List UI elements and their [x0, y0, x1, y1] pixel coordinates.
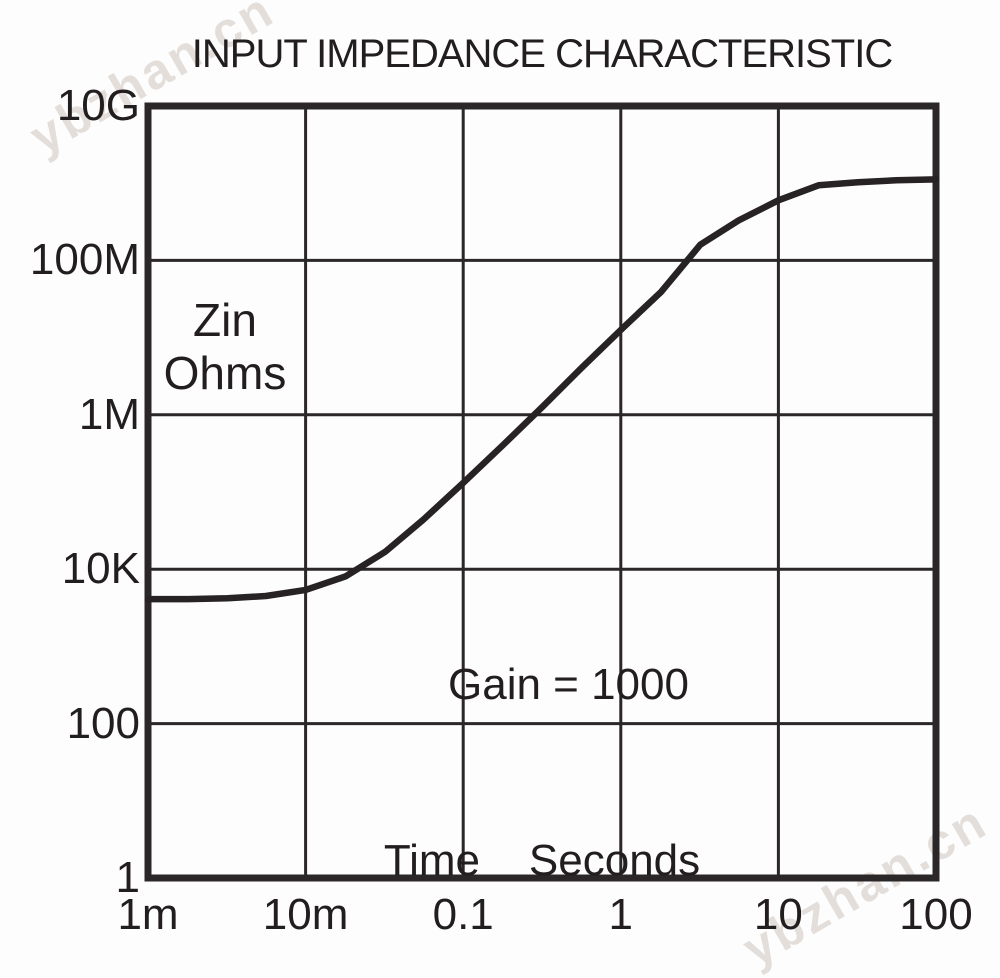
zin-curve: [144, 176, 940, 603]
x-tick-label-10m: 10m: [262, 890, 349, 939]
y-axis-label: Zin Ohms: [150, 294, 300, 400]
y-tick-label-1: 1: [115, 853, 140, 902]
y-axis-label-line2: Ohms: [163, 346, 287, 399]
y-tick-label-10K: 10K: [61, 544, 140, 594]
x-tick-label-10: 10: [753, 890, 803, 939]
y-axis-label-line1: Zin: [193, 294, 257, 346]
chart-title: INPUT IMPEDANCE CHARACTERISTIC: [191, 32, 893, 76]
x-tick-label-1m: 1m: [117, 890, 179, 939]
plot-border: [144, 102, 940, 882]
x-tick-label-1: 1: [608, 890, 634, 939]
gain-annotation: Gain = 1000: [448, 660, 689, 709]
y-tick-label-10G: 10G: [56, 81, 140, 130]
x-tick-label-0.1: 0.1: [432, 890, 494, 939]
x-tick-label-100: 100: [899, 890, 973, 939]
x-axis-label: Time Seconds: [383, 836, 701, 885]
y-tick-label-100: 100: [66, 698, 140, 748]
y-tick-label-100M: 100M: [29, 235, 140, 285]
y-tick-label-1M: 1M: [78, 389, 140, 439]
